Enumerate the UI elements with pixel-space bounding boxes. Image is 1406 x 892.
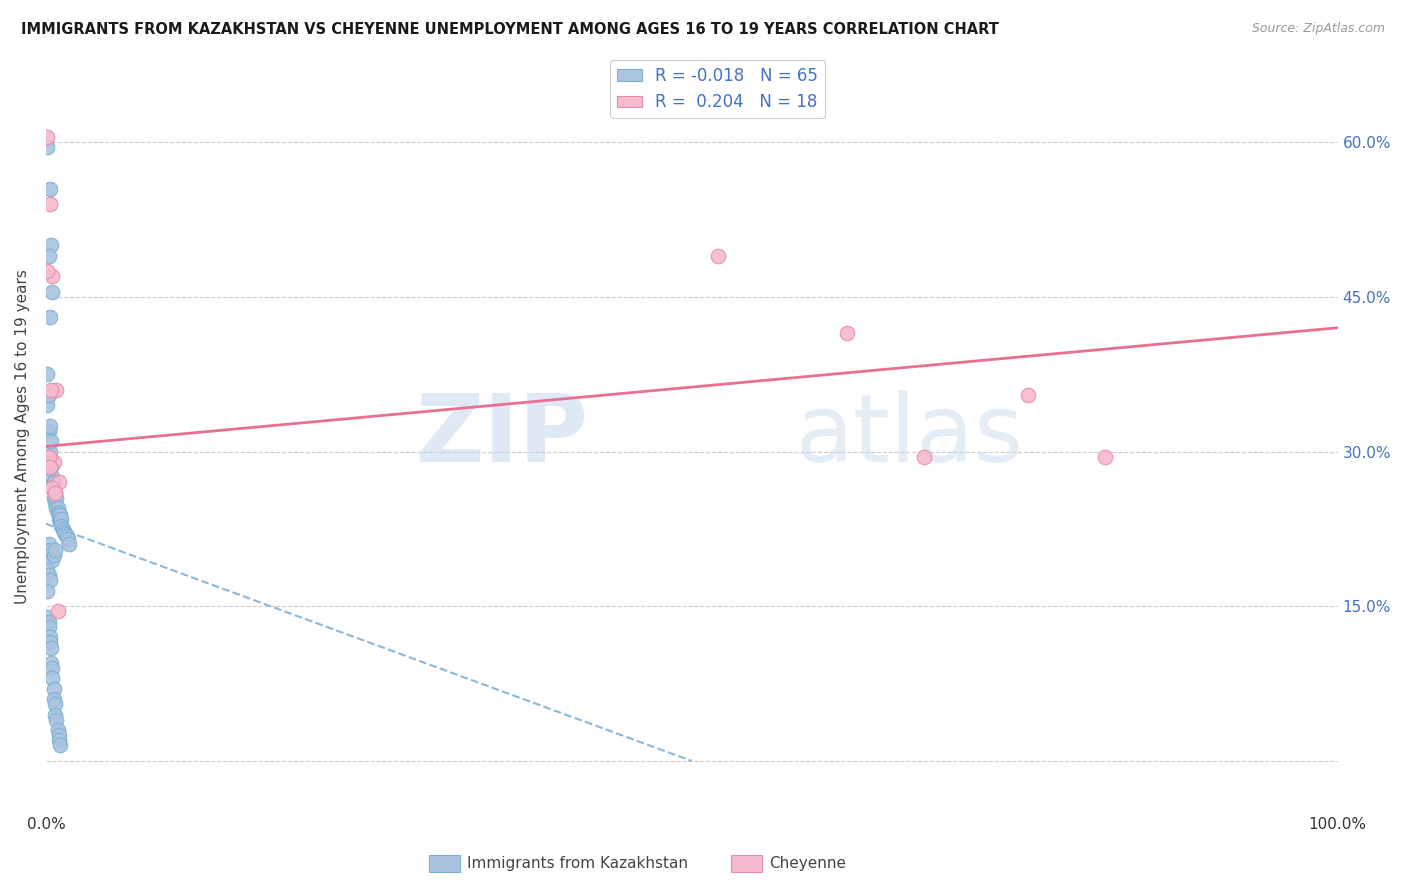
Point	[44, 698, 66, 712]
Point	[52, 522, 75, 536]
Point	[38, 574, 60, 588]
Point	[42, 475, 65, 490]
Point	[45, 501, 67, 516]
Point	[53, 524, 76, 539]
Point	[44, 707, 66, 722]
Point	[38, 388, 60, 402]
Point	[51, 511, 73, 525]
Point	[38, 460, 60, 475]
Point	[41, 481, 63, 495]
Point	[835, 326, 858, 340]
Point	[912, 450, 935, 464]
Point	[42, 475, 65, 490]
Point	[41, 455, 63, 469]
Point	[38, 181, 60, 195]
Point	[48, 507, 70, 521]
Point	[41, 285, 63, 299]
Point	[38, 249, 60, 263]
Point	[38, 418, 60, 433]
Point	[37, 583, 59, 598]
Point	[45, 491, 67, 505]
Point	[46, 723, 69, 737]
Point	[38, 635, 60, 649]
Point	[1017, 388, 1039, 402]
Y-axis label: Unemployment Among Ages 16 to 19 years: Unemployment Among Ages 16 to 19 years	[15, 268, 30, 604]
Point	[45, 383, 67, 397]
Point	[51, 518, 73, 533]
Point	[49, 515, 72, 529]
Point	[39, 640, 62, 655]
Point	[37, 140, 59, 154]
Text: Cheyenne: Cheyenne	[769, 856, 846, 871]
Text: ZIP: ZIP	[416, 390, 589, 482]
Point	[39, 238, 62, 252]
Point	[58, 537, 80, 551]
Point	[56, 532, 79, 546]
Point	[706, 249, 728, 263]
Point	[38, 450, 60, 464]
Point	[37, 563, 59, 577]
Point	[45, 713, 67, 727]
Point	[38, 537, 60, 551]
Point	[42, 548, 65, 562]
Point	[42, 692, 65, 706]
Point	[48, 733, 70, 747]
Point	[38, 424, 60, 438]
Point	[1094, 450, 1116, 464]
Point	[42, 455, 65, 469]
Point	[46, 604, 69, 618]
Point	[49, 739, 72, 753]
Point	[38, 630, 60, 644]
Point	[41, 470, 63, 484]
Point	[38, 615, 60, 629]
Point	[44, 485, 66, 500]
Point	[39, 656, 62, 670]
Point	[55, 529, 77, 543]
Point	[39, 383, 62, 397]
Point	[38, 444, 60, 458]
Text: IMMIGRANTS FROM KAZAKHSTAN VS CHEYENNE UNEMPLOYMENT AMONG AGES 16 TO 19 YEARS CO: IMMIGRANTS FROM KAZAKHSTAN VS CHEYENNE U…	[21, 22, 1000, 37]
Point	[41, 672, 63, 686]
Point	[42, 681, 65, 696]
Point	[44, 542, 66, 557]
Text: Source: ZipAtlas.com: Source: ZipAtlas.com	[1251, 22, 1385, 36]
Text: Immigrants from Kazakhstan: Immigrants from Kazakhstan	[467, 856, 688, 871]
Text: atlas: atlas	[796, 390, 1024, 482]
Point	[44, 485, 66, 500]
Point	[46, 507, 69, 521]
Point	[38, 620, 60, 634]
Point	[39, 460, 62, 475]
Point	[37, 398, 59, 412]
Point	[37, 130, 59, 145]
Point	[41, 269, 63, 284]
Point	[38, 310, 60, 325]
Point	[44, 496, 66, 510]
Point	[37, 367, 59, 381]
Point	[38, 197, 60, 211]
Point	[48, 475, 70, 490]
Point	[48, 728, 70, 742]
Point	[41, 661, 63, 675]
Point	[38, 568, 60, 582]
Point	[49, 508, 72, 523]
Legend: R = -0.018   N = 65, R =  0.204   N = 18: R = -0.018 N = 65, R = 0.204 N = 18	[610, 61, 825, 118]
Point	[37, 264, 59, 278]
Point	[46, 501, 69, 516]
Point	[41, 553, 63, 567]
Point	[39, 548, 62, 562]
Point	[37, 609, 59, 624]
Point	[42, 491, 65, 505]
Point	[39, 434, 62, 449]
Point	[53, 527, 76, 541]
Point	[38, 542, 60, 557]
Point	[48, 511, 70, 525]
